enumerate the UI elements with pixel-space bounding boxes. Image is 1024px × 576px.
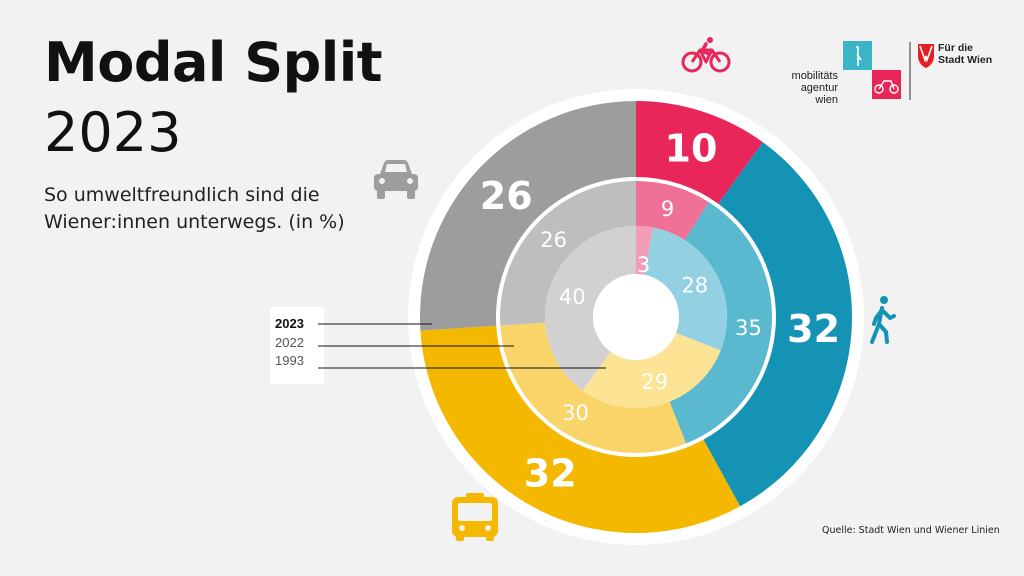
city-logo-line-2: Stadt Wien — [938, 54, 992, 66]
value-label-1993-bus: 29 — [641, 370, 668, 394]
value-label-2022-bus: 30 — [562, 401, 589, 425]
bicycle-icon — [681, 37, 731, 73]
segment-2022-car — [500, 181, 636, 326]
segment-1993-bus — [582, 332, 721, 408]
segment-2023-bus — [420, 325, 741, 533]
mobility-logo-line-2: agentur — [801, 82, 839, 94]
bus-icon — [452, 493, 498, 541]
value-label-2022-bicycle: 9 — [661, 197, 674, 221]
legend-item-2023: 2023 — [275, 316, 304, 331]
legend-item-1993: 1993 — [275, 353, 304, 368]
value-label-1993-pedestrian: 28 — [681, 273, 708, 297]
mobility-logo-line-1: mobilitäts — [792, 70, 839, 82]
value-label-2023-car: 26 — [480, 174, 533, 218]
segment-1993-bicycle — [636, 226, 654, 275]
value-label-1993-bicycle: 3 — [637, 253, 650, 277]
legend-box — [270, 307, 324, 384]
segment-1993-pedestrian — [644, 227, 728, 351]
segment-2023-bicycle — [636, 101, 763, 204]
chart-year: 2023 — [44, 101, 182, 164]
pedestrian-icon — [870, 296, 896, 344]
source-note: Quelle: Stadt Wien und Wiener Linien — [822, 525, 1000, 536]
stadt-wien-logo: Für die Stadt Wien — [918, 42, 992, 68]
mobility-logo-line-3: wien — [814, 94, 838, 106]
chart-center-hole — [593, 274, 679, 360]
segment-2022-pedestrian — [669, 202, 773, 444]
segment-2022-bus — [500, 322, 687, 453]
legend: 2023 2022 1993 — [270, 307, 606, 384]
value-label-2023-pedestrian: 32 — [787, 307, 840, 351]
value-label-2022-pedestrian: 35 — [735, 316, 762, 340]
value-label-2023-bicycle: 10 — [665, 126, 718, 170]
car-icon — [374, 160, 418, 199]
city-logo-line-1: Für die — [938, 42, 973, 54]
segment-2022-bicycle — [636, 181, 709, 241]
segment-2023-car — [420, 101, 636, 331]
chart-title: Modal Split — [44, 31, 383, 94]
segment-1993-car — [545, 226, 636, 391]
value-label-2022-car: 26 — [540, 228, 567, 252]
segment-2023-pedestrian — [703, 142, 852, 507]
value-label-2023-bus: 32 — [524, 452, 577, 496]
chart-subtitle: So umweltfreundlich sind die Wiener:inne… — [44, 184, 345, 233]
value-label-1993-car: 40 — [559, 285, 586, 309]
mobility-agency-logo: mobilitäts agentur wien — [792, 41, 901, 106]
legend-item-2022: 2022 — [275, 335, 304, 350]
